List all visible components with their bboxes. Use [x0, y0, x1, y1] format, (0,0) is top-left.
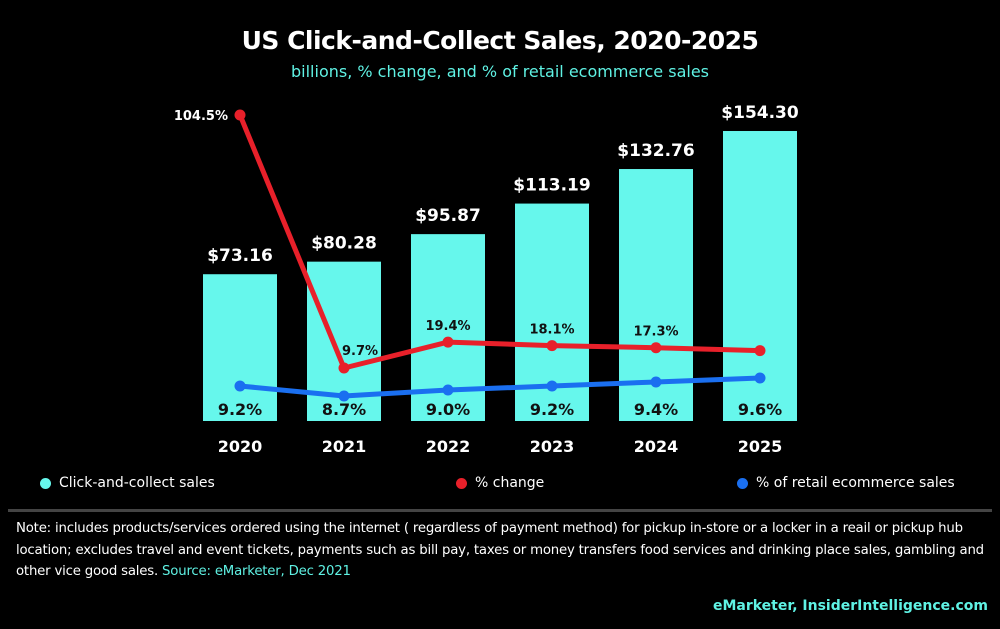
- x-tick-label: 2023: [530, 437, 575, 456]
- change-point: [234, 109, 246, 121]
- share-label: 9.2%: [218, 400, 262, 419]
- x-tick-label: 2022: [426, 437, 471, 456]
- legend-swatch-sales: [40, 477, 51, 489]
- legend-swatch-share: [737, 477, 748, 489]
- chart-plot: $73.16 $80.28 $95.87 $113.19 $132.76 $154.30 2…: [174, 103, 799, 456]
- legend-label: % of retail ecommerce sales: [756, 475, 955, 491]
- change-label: 18.1%: [529, 323, 574, 338]
- share-point: [234, 380, 246, 392]
- footnote: Note: includes products/services ordered…: [16, 518, 991, 583]
- note-text: Note: includes products/services ordered…: [16, 521, 984, 579]
- change-label: 19.4%: [425, 319, 470, 334]
- change-label: 9.7%: [342, 344, 378, 359]
- bar-value-label: $73.16: [207, 246, 273, 266]
- divider: [8, 509, 992, 512]
- share-label: 9.6%: [738, 400, 782, 419]
- bar-value-label: $132.76: [617, 141, 694, 161]
- change-point: [442, 336, 454, 348]
- x-tick-label: 2020: [218, 437, 263, 456]
- share-point: [650, 376, 662, 388]
- x-tick-label: 2024: [634, 437, 679, 456]
- x-tick-label: 2025: [738, 437, 783, 456]
- legend-label: Click-and-collect sales: [59, 475, 215, 491]
- legend-item-change: % change: [456, 475, 544, 491]
- bar-value-label: $95.87: [415, 206, 481, 226]
- share-line: [239, 375, 761, 399]
- footer-credit: eMarketer, InsiderIntelligence.com: [712, 598, 988, 614]
- change-point: [546, 340, 558, 352]
- bar-value-label: $113.19: [513, 176, 590, 196]
- share-point: [442, 384, 454, 396]
- legend-item-sales: Click-and-collect sales: [40, 475, 215, 491]
- bar-value-label: $154.30: [721, 103, 799, 123]
- bar-value-label: $80.28: [311, 234, 377, 254]
- share-label: 9.0%: [426, 400, 470, 419]
- chart-subtitle: billions, % change, and % of retail ecom…: [291, 62, 709, 81]
- share-label: 8.7%: [322, 400, 366, 419]
- legend-swatch-change: [456, 477, 467, 489]
- chart-title: US Click-and-Collect Sales, 2020-2025: [241, 26, 759, 55]
- share-label: 9.4%: [634, 400, 678, 419]
- change-label: 17.3%: [633, 325, 678, 340]
- change-point: [754, 345, 766, 357]
- change-label: 104.5%: [174, 109, 228, 124]
- source-text: Source: eMarketer, Dec 2021: [162, 564, 351, 579]
- x-tick-label: 2021: [322, 437, 367, 456]
- change-point: [650, 342, 662, 354]
- share-label: 9.2%: [530, 400, 574, 419]
- change-point: [338, 362, 350, 374]
- change-line: [237, 114, 761, 371]
- legend-item-share: % of retail ecommerce sales: [737, 475, 955, 491]
- share-point: [546, 380, 558, 392]
- bar: [203, 274, 277, 421]
- share-point: [754, 372, 766, 384]
- share-point: [338, 390, 350, 402]
- legend-label: % change: [475, 475, 545, 491]
